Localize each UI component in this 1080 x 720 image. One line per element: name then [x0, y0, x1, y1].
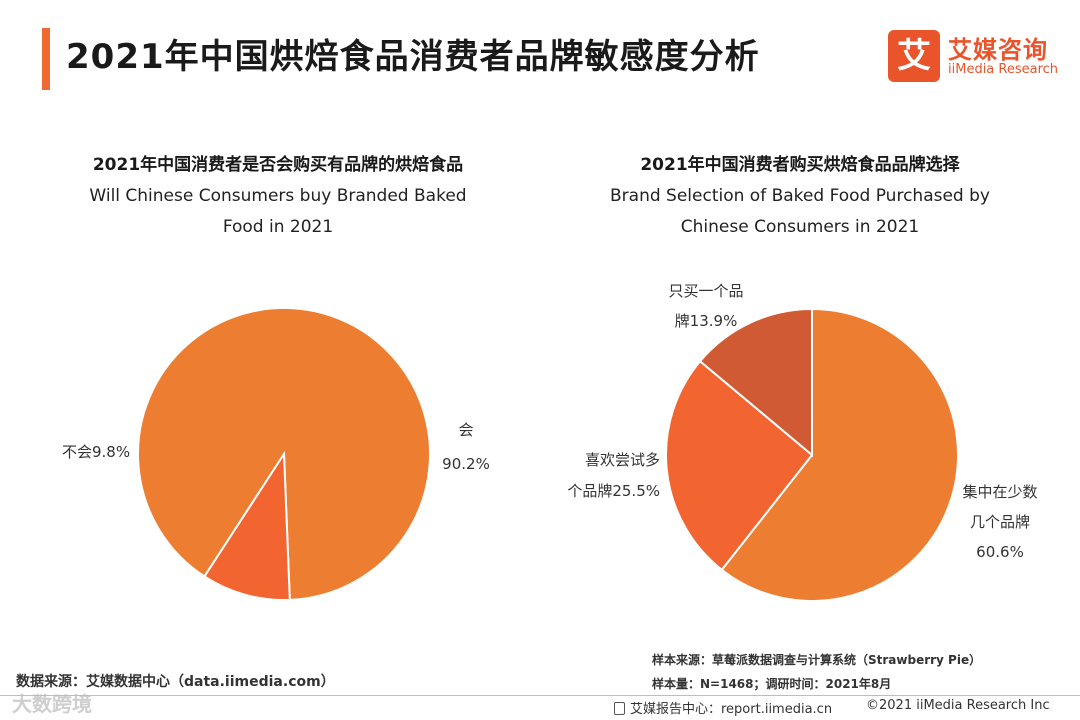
chart2-subtitle: Brand Selection of Baked Food Purchased …: [560, 181, 1040, 243]
pie-chart-brand-selection: [665, 307, 959, 602]
pie2-label-one-line2: 牌13.9%: [675, 312, 738, 330]
copyright: ©2021 iiMedia Research Inc: [866, 698, 1050, 713]
pie2-label-few-line2: 几个品牌: [970, 513, 1030, 531]
pie-chart-brand-purchase: [137, 307, 431, 601]
pie2-label-many-line2: 个品牌25.5%: [567, 482, 660, 500]
iimedia-logo: 艾 艾媒咨询 iiMedia Research: [888, 30, 1068, 86]
pie1-label-yes-name: 会: [458, 421, 473, 439]
logo-mark-icon: 艾: [888, 30, 940, 82]
footer-divider: [0, 695, 1080, 696]
report-center-text: 艾媒报告中心：report.iimedia.cn: [630, 702, 833, 717]
pie2-label-one-line1: 只买一个品: [668, 282, 743, 300]
sample-size: 样本量：N=1468；调研时间：2021年8月: [652, 677, 892, 691]
pie1-slice-no: [203, 450, 291, 601]
watermark-text: 大数跨境: [12, 692, 92, 716]
chart2-subtitle-line2: Chinese Consumers in 2021: [680, 217, 920, 237]
pie2-slice-few-brands: [720, 307, 959, 602]
chart2-subtitle-line1: Brand Selection of Baked Food Purchased …: [610, 186, 990, 206]
chart1-title: 2021年中国消费者是否会购买有品牌的烘焙食品: [92, 155, 464, 175]
logo-cn-text: 艾媒咨询: [948, 36, 1048, 64]
report-center[interactable]: 艾媒报告中心：report.iimedia.cn: [614, 698, 832, 717]
pie2-slice-one-brand: [698, 307, 813, 458]
chart1-subtitle-line1: Will Chinese Consumers buy Branded Baked: [89, 186, 467, 206]
logo-en-text: iiMedia Research: [948, 62, 1059, 77]
pie2-slice-many-brands: [665, 359, 814, 572]
chart1-subtitle-line2: Food in 2021: [222, 217, 334, 237]
sample-source: 样本来源：草莓派数据调查与计算系统（Strawberry Pie）: [652, 653, 982, 667]
page-title: 2021年中国烘焙食品消费者品牌敏感度分析: [66, 37, 760, 77]
chart2-title: 2021年中国消费者购买烘焙食品品牌选择: [640, 155, 960, 175]
data-source: 数据来源：艾媒数据中心（data.iimedia.com）: [16, 674, 335, 690]
pie1-label-yes-value: 90.2%: [442, 455, 490, 473]
pie1-label-no: 不会9.8%: [62, 443, 130, 461]
pie2-label-few-value: 60.6%: [976, 543, 1024, 561]
pie2-label-few-line1: 集中在少数: [962, 483, 1037, 501]
title-accent-bar: [42, 28, 50, 90]
report-doc-icon: [614, 702, 625, 715]
pie2-label-many-line1: 喜欢尝试多: [585, 451, 660, 469]
chart1-subtitle: Will Chinese Consumers buy Branded Baked…: [38, 181, 518, 243]
